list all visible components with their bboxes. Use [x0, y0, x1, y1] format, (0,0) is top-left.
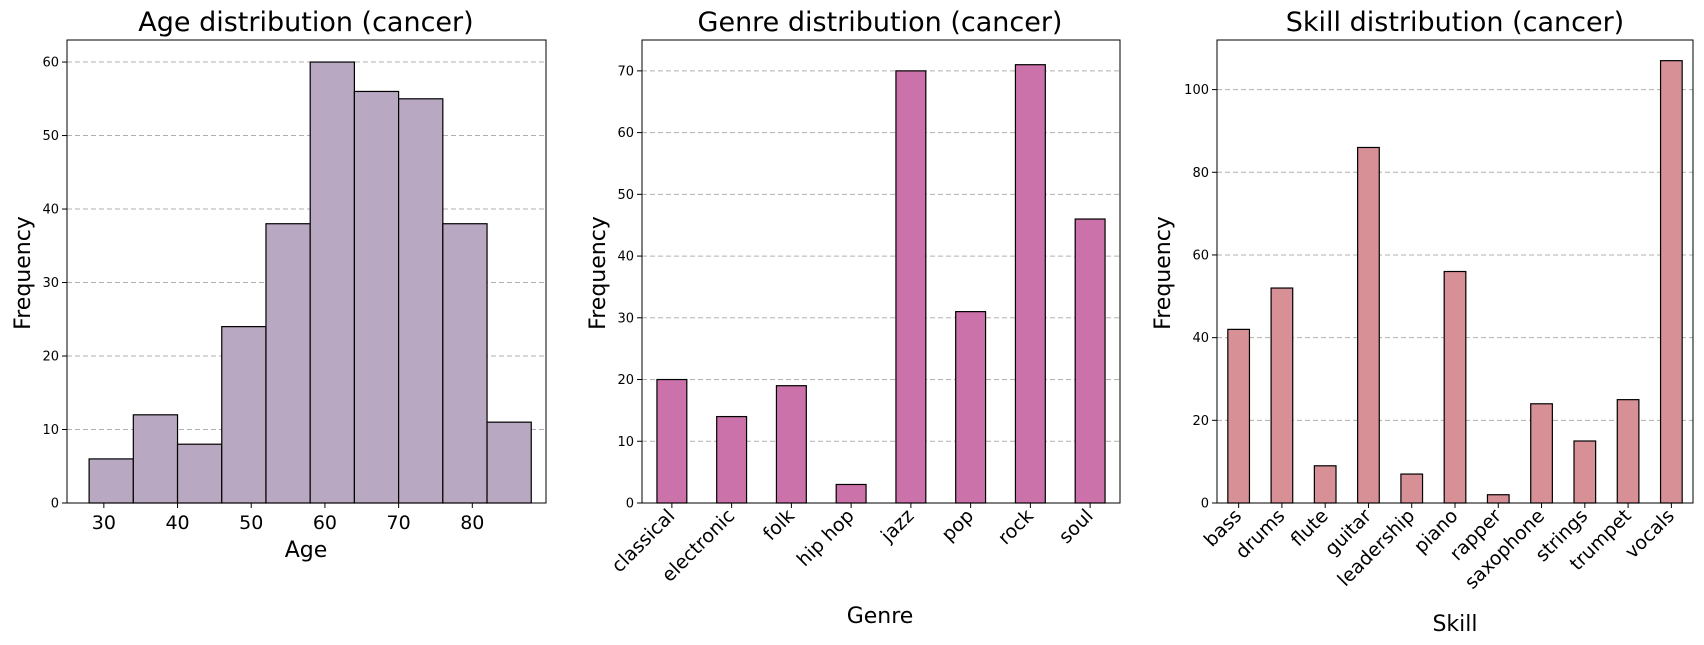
skill-y-tick-label: 80	[1192, 166, 1209, 181]
genre-x-tick-label: jazz	[876, 505, 918, 547]
age-bar	[221, 326, 267, 504]
skill-y-tick-label: 40	[1192, 331, 1209, 346]
age-axes-frame	[66, 39, 547, 504]
genre-x-tick-label: pop	[937, 505, 978, 546]
genre-y-tick-label: 10	[617, 435, 634, 450]
age-x-axis-label: Age	[285, 538, 328, 563]
genre-x-tick-label: rock	[994, 505, 1038, 549]
genre-x-axis-label: Genre	[847, 604, 914, 629]
skill-y-tick-label: 20	[1192, 414, 1209, 429]
skill-bar	[1227, 328, 1251, 504]
age-histogram-chart: Age distribution (cancer) Age Frequency …	[11, 7, 547, 563]
genre-y-tick-label: 0	[626, 497, 634, 512]
genre-axes-frame	[641, 39, 1121, 504]
age-x-tick-label: 80	[460, 512, 484, 534]
age-bar	[265, 223, 311, 504]
skill-y-tick-label: 100	[1184, 83, 1209, 98]
skill-bar	[1270, 287, 1294, 504]
genre-bar	[895, 70, 927, 504]
age-x-tick-label: 60	[313, 512, 337, 534]
skill-bar	[1530, 403, 1553, 504]
skill-bar	[1659, 60, 1683, 504]
age-chart-title: Age distribution (cancer)	[138, 7, 473, 38]
age-y-tick-label: 30	[42, 276, 59, 291]
age-bar	[442, 223, 488, 504]
genre-bar	[656, 378, 688, 504]
genre-bar	[1014, 64, 1046, 504]
age-y-tick-label: 50	[42, 129, 59, 144]
age-x-tick-label: 40	[165, 512, 189, 534]
genre-chart-title: Genre distribution (cancer)	[698, 7, 1063, 38]
age-bar	[486, 421, 532, 504]
skill-y-axis-label: Frequency	[1151, 216, 1176, 330]
skill-bar	[1573, 440, 1597, 504]
skill-axes-frame	[1216, 39, 1694, 504]
skill-chart-title: Skill distribution (cancer)	[1286, 7, 1624, 38]
skill-x-axis-label: Skill	[1432, 612, 1477, 637]
genre-bar	[835, 483, 867, 504]
age-y-tick-label: 10	[42, 423, 59, 438]
age-y-tick-label: 20	[42, 350, 59, 365]
age-bar	[309, 61, 355, 504]
age-y-tick-label: 40	[42, 203, 59, 218]
age-x-tick-label: 30	[92, 512, 116, 534]
skill-bar	[1443, 270, 1467, 504]
age-x-tick-label: 50	[239, 512, 263, 534]
age-y-tick-label: 60	[42, 56, 59, 71]
skill-bar	[1357, 146, 1380, 504]
genre-y-tick-label: 50	[617, 188, 634, 203]
genre-bar	[775, 385, 807, 504]
skill-x-tick-label: drums	[1231, 505, 1289, 563]
skill-bar	[1313, 465, 1337, 504]
age-bar	[88, 458, 134, 504]
skill-bar-chart: Skill distribution (cancer) Skill Freque…	[1151, 7, 1694, 637]
skill-y-tick-label: 0	[1201, 497, 1209, 512]
skill-y-tick-label: 60	[1192, 248, 1209, 263]
genre-y-tick-label: 20	[617, 373, 634, 388]
age-y-tick-label: 0	[51, 497, 59, 512]
skill-bar	[1616, 399, 1640, 504]
genre-x-tick-label: folk	[759, 505, 799, 545]
skill-bar	[1486, 494, 1510, 504]
age-bar	[353, 90, 400, 504]
genre-y-axis-label: Frequency	[586, 216, 611, 330]
age-y-axis-label: Frequency	[11, 216, 36, 330]
genre-y-tick-label: 70	[617, 64, 634, 79]
age-bar	[398, 98, 444, 504]
genre-y-tick-label: 30	[617, 311, 634, 326]
genre-y-tick-label: 60	[617, 126, 634, 141]
genre-x-tick-label: hip hop	[793, 505, 859, 571]
genre-bar-chart: Genre distribution (cancer) Genre Freque…	[586, 7, 1121, 629]
genre-bar	[716, 415, 748, 504]
genre-x-tick-label: soul	[1055, 505, 1098, 548]
skill-bar	[1400, 473, 1424, 504]
genre-y-tick-label: 40	[617, 250, 634, 265]
age-x-tick-label: 70	[387, 512, 411, 534]
age-bar	[132, 414, 179, 504]
age-bar	[176, 443, 223, 504]
genre-bar	[955, 311, 987, 504]
skill-x-tick-label: vocals	[1621, 505, 1679, 563]
genre-bar	[1074, 218, 1106, 504]
